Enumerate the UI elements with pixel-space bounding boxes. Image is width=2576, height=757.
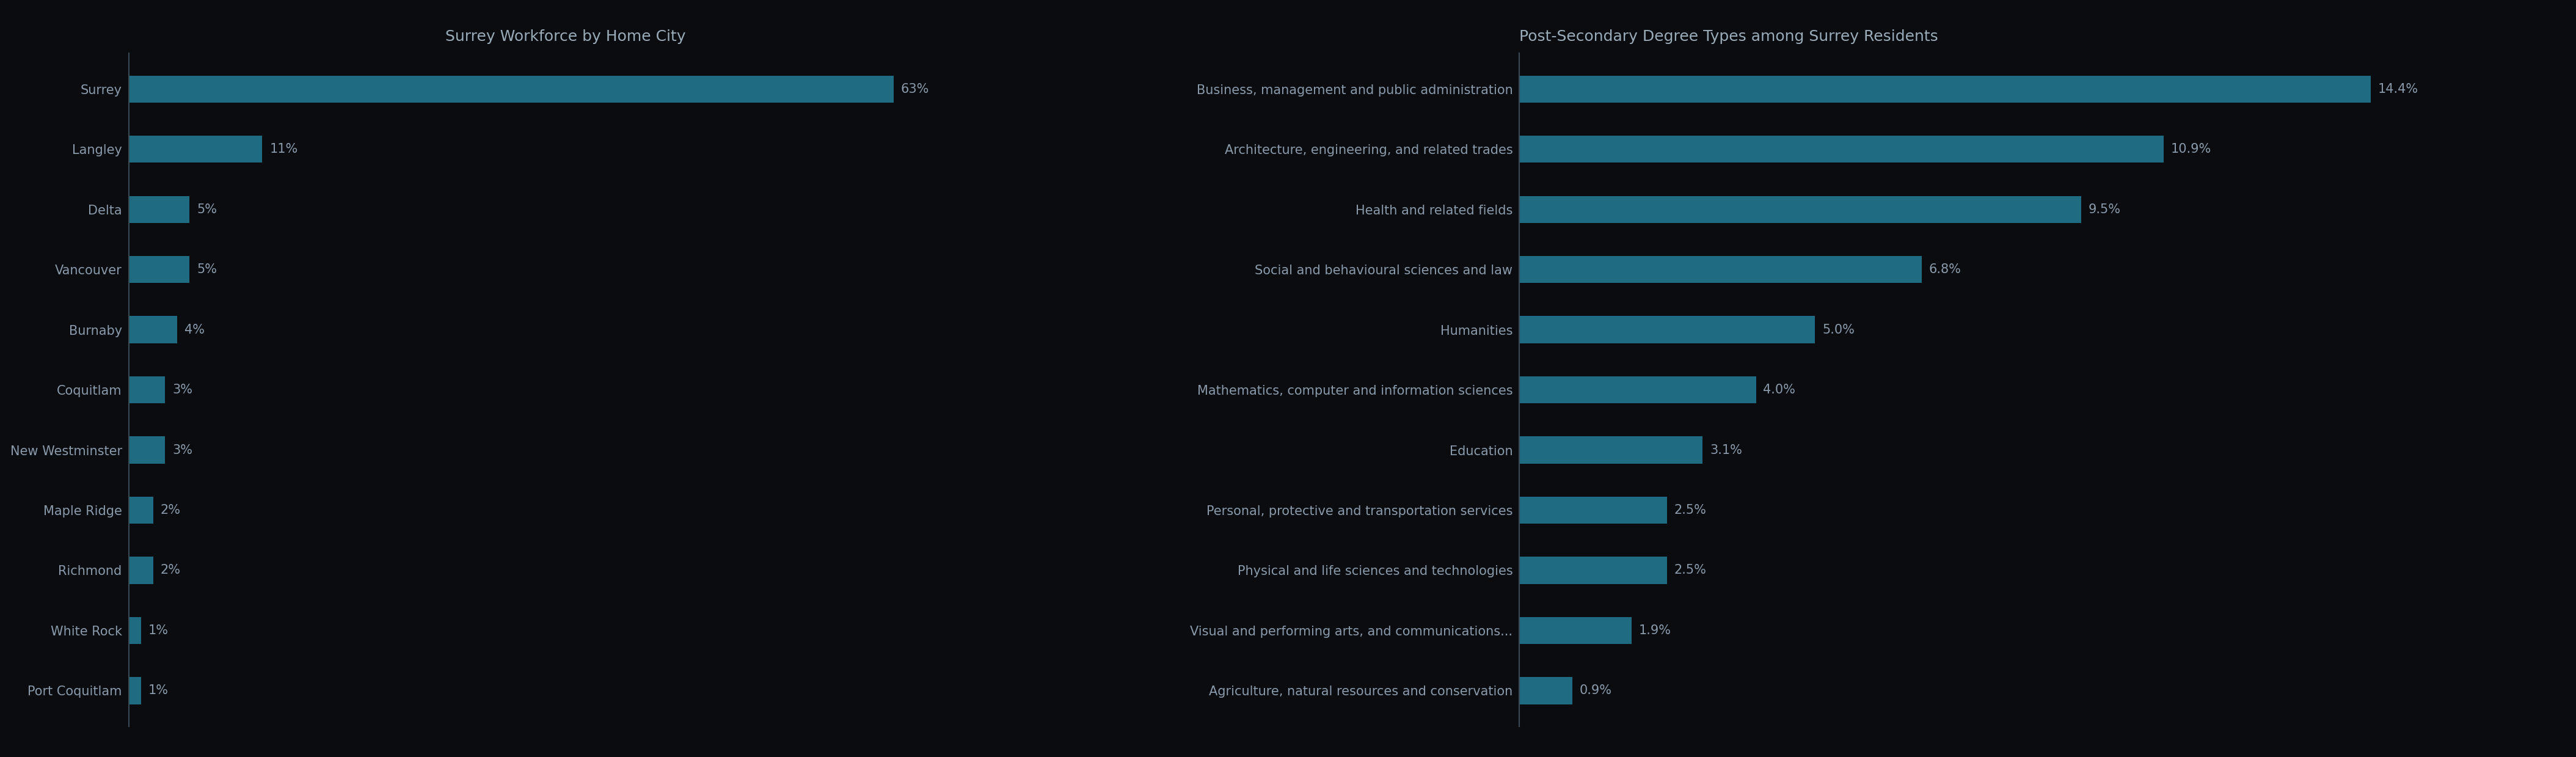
Text: 2%: 2% — [160, 564, 180, 576]
Bar — [129, 437, 165, 463]
Bar — [1520, 76, 2370, 103]
Text: 1.9%: 1.9% — [1638, 625, 1672, 637]
Text: 4%: 4% — [185, 323, 206, 336]
Text: 5%: 5% — [196, 204, 216, 216]
Bar — [129, 76, 894, 103]
Bar — [129, 376, 165, 403]
Bar — [129, 196, 191, 223]
Bar — [129, 617, 142, 644]
Text: 9.5%: 9.5% — [2089, 204, 2120, 216]
Text: 3%: 3% — [173, 384, 193, 396]
Text: Post-Secondary Degree Types among Surrey Residents: Post-Secondary Degree Types among Surrey… — [1520, 30, 1937, 44]
Text: 6.8%: 6.8% — [1929, 263, 1960, 276]
Text: 1%: 1% — [149, 625, 167, 637]
Bar — [1520, 376, 1757, 403]
Title: Surrey Workforce by Home City: Surrey Workforce by Home City — [446, 30, 685, 44]
Text: 10.9%: 10.9% — [2172, 143, 2210, 155]
Text: 2.5%: 2.5% — [1674, 504, 1708, 516]
Text: 5%: 5% — [196, 263, 216, 276]
Text: 2.5%: 2.5% — [1674, 564, 1708, 576]
Text: 11%: 11% — [270, 143, 299, 155]
Text: 5.0%: 5.0% — [1821, 323, 1855, 336]
Text: 3.1%: 3.1% — [1710, 444, 1741, 456]
Bar — [129, 677, 142, 704]
Bar — [129, 557, 152, 584]
Bar — [1520, 437, 1703, 463]
Text: 14.4%: 14.4% — [2378, 83, 2419, 95]
Text: 2%: 2% — [160, 504, 180, 516]
Bar — [1520, 677, 1574, 704]
Bar — [1520, 256, 1922, 283]
Bar — [1520, 497, 1667, 524]
Bar — [1520, 196, 2081, 223]
Bar — [129, 497, 152, 524]
Bar — [129, 256, 191, 283]
Text: 0.9%: 0.9% — [1579, 684, 1613, 696]
Bar — [1520, 316, 1816, 343]
Text: 4.0%: 4.0% — [1762, 384, 1795, 396]
Bar — [1520, 136, 2164, 163]
Text: 3%: 3% — [173, 444, 193, 456]
Bar — [1520, 557, 1667, 584]
Bar — [1520, 617, 1631, 644]
Bar — [129, 136, 263, 163]
Text: 1%: 1% — [149, 684, 167, 696]
Text: 63%: 63% — [902, 83, 930, 95]
Bar — [129, 316, 178, 343]
